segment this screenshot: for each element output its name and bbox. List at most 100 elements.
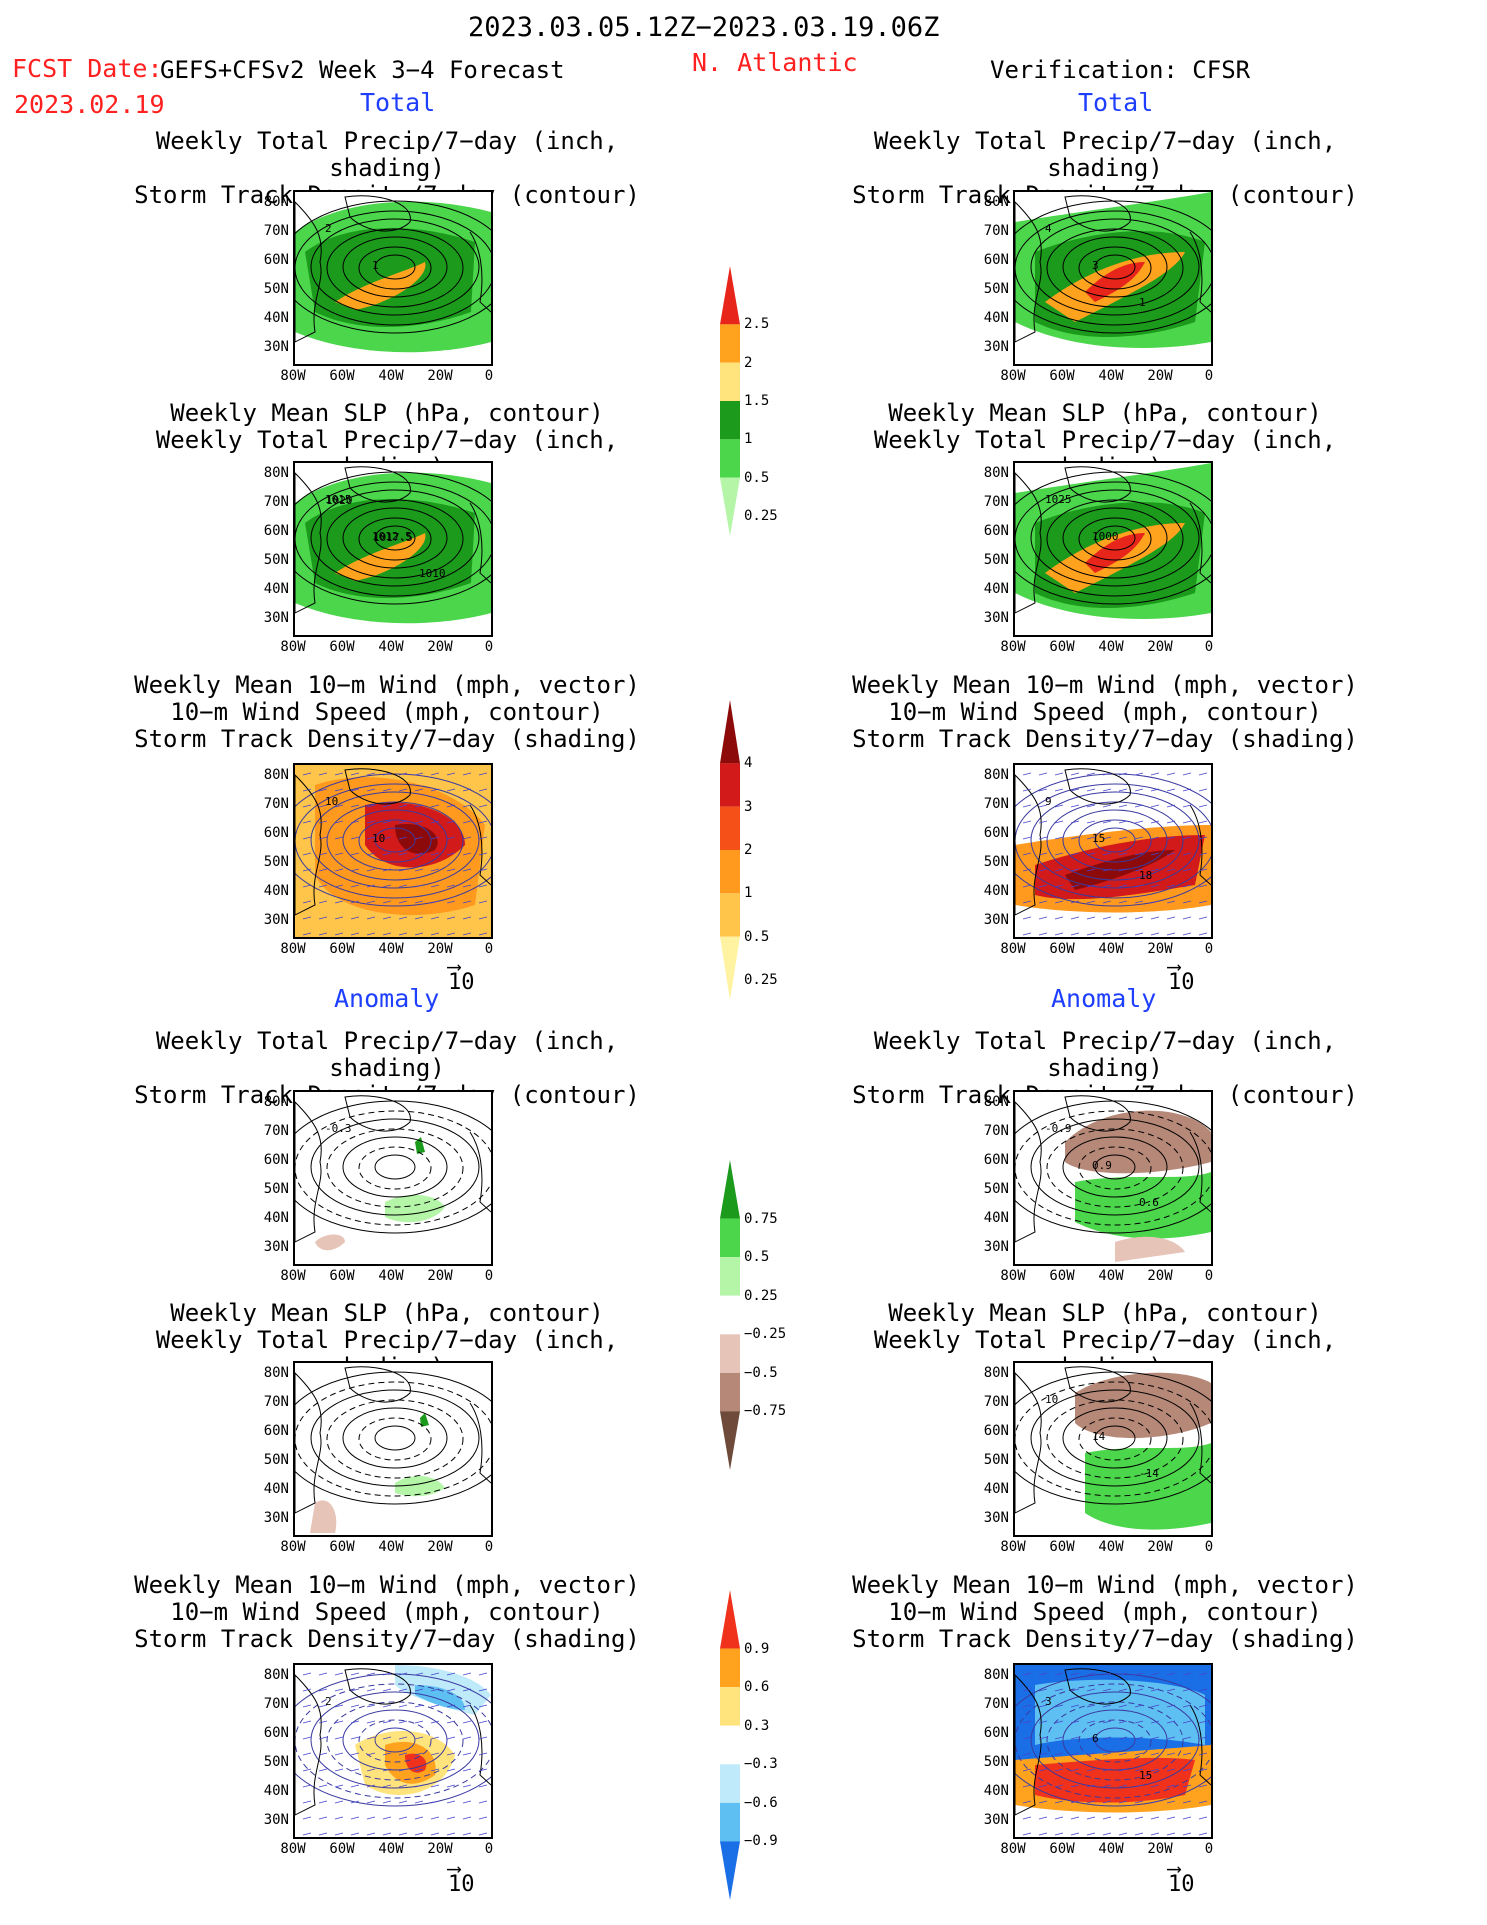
colorbar-label: 2.5 (744, 316, 770, 333)
colorbar-swatch (720, 850, 740, 894)
lat-tick-label: 40N (263, 310, 289, 326)
contour-label: 14 (1092, 1430, 1106, 1443)
colorbar-label: 0.9 (744, 1640, 770, 1657)
vector-arrow-icon: ⟶ (1168, 1856, 1181, 1880)
lon-tick-label: 40W (1098, 368, 1124, 384)
panel-title-line: Weekly Total Precip/7−day (inch, shading… (155, 127, 619, 182)
colorbar-label: 0.5 (744, 1249, 770, 1266)
lat-tick-label: 40N (983, 1210, 1009, 1226)
lon-tick-label: 20W (427, 1841, 453, 1857)
verification-label: Verification: CFSR (990, 56, 1251, 84)
colorbar-swatch (720, 401, 740, 440)
panel-title-line: Weekly Mean 10−m Wind (mph, vector) (852, 1571, 1358, 1599)
colorbar-swatch (720, 1687, 740, 1726)
lon-tick-label: 60W (329, 1268, 355, 1284)
contour-label: 0.6 (1139, 1196, 1159, 1209)
lat-tick-label: 30N (983, 1510, 1009, 1526)
colorbar-swatch (720, 763, 740, 807)
colorbar-label: 0.25 (744, 972, 778, 988)
colorbar-swatch (720, 362, 740, 401)
lat-tick-label: 80N (263, 1365, 289, 1381)
fcst-anomaly-heading: Anomaly (334, 984, 440, 1013)
lon-tick-label: 20W (1147, 1539, 1173, 1555)
colorbar-label: 0.5 (744, 928, 770, 945)
colorbar-swatch (720, 324, 740, 363)
lon-tick-label: 80W (280, 1539, 306, 1555)
lon-tick-label: 60W (1049, 639, 1075, 655)
lat-tick-label: 60N (263, 252, 289, 268)
vector-ref-value: 10 (1168, 1872, 1195, 1897)
lat-tick-label: 40N (263, 1783, 289, 1799)
lon-tick-label: 40W (378, 1539, 404, 1555)
lat-tick-label: 60N (983, 523, 1009, 539)
lat-tick-label: 30N (263, 610, 289, 626)
contour-label: 0.9 (1092, 1159, 1112, 1172)
colorbar-swatch (720, 893, 740, 937)
fcst-date-value: 2023.02.19 (14, 90, 165, 119)
fc-anom-slp-title: Weekly Mean SLP (hPa, contour) Weekly Tot… (97, 1300, 677, 1381)
lon-tick-label: 0 (1204, 639, 1214, 655)
lat-tick-label: 40N (983, 581, 1009, 597)
fcst-date-label: FCST Date: (12, 54, 163, 83)
lon-tick-label: 40W (378, 941, 404, 957)
lat-tick-label: 80N (263, 1667, 289, 1683)
panel-title-line: Storm Track Density/7−day (shading) (134, 725, 640, 753)
contour-label: 15 (1092, 832, 1105, 845)
lat-tick-label: 50N (983, 1181, 1009, 1197)
lat-tick-label: 80N (983, 1094, 1009, 1110)
lat-tick-label: 80N (983, 767, 1009, 783)
contour-label: 1010 (419, 567, 446, 580)
lat-tick-label: 70N (983, 1394, 1009, 1410)
lon-tick-label: 80W (280, 1268, 306, 1284)
lat-tick-label: 80N (983, 1667, 1009, 1683)
lon-tick-label: 20W (427, 1539, 453, 1555)
vector-ref-value: 10 (1168, 970, 1195, 995)
colorbar-anom-track: 0.9 0.6 0.3 −0.3 −0.6 −0.9 (720, 1590, 800, 1900)
lon-tick-label: 20W (1147, 639, 1173, 655)
panel-title-line: Weekly Mean 10−m Wind (mph, vector) (134, 1571, 640, 1599)
colorbar-label: 1 (744, 885, 753, 902)
contour-label: 9 (1045, 795, 1052, 808)
obs-anomaly-heading: Anomaly (1051, 984, 1157, 1013)
lat-tick-label: 30N (263, 1510, 289, 1526)
lon-tick-label: 80W (1000, 1539, 1026, 1555)
lat-tick-label: 40N (263, 883, 289, 899)
colorbar-label: 2 (744, 842, 753, 858)
lon-tick-label: 60W (1049, 368, 1075, 384)
panel-title-line: Storm Track Density/7−day (shading) (852, 725, 1358, 753)
colorbar-swatch (720, 1725, 740, 1765)
contour-label: 1 (1139, 296, 1146, 309)
fc-anom-slp-map (293, 1361, 493, 1537)
panel-title-line: 10−m Wind Speed (mph, contour) (888, 1598, 1322, 1626)
lon-tick-label: 60W (329, 941, 355, 957)
colorbar-swatch (720, 700, 740, 764)
lon-tick-label: 20W (427, 639, 453, 655)
lat-tick-label: 60N (983, 252, 1009, 268)
colorbar-swatch (720, 477, 740, 536)
ob-anom-precip-title: Weekly Total Precip/7−day (inch, shading… (815, 1028, 1395, 1109)
colorbar-swatch (720, 1764, 740, 1803)
lat-tick-label: 40N (983, 883, 1009, 899)
vector-arrow-icon: ⟶ (448, 954, 461, 978)
lat-tick-label: 50N (983, 1452, 1009, 1468)
panel-title-line: Storm Track Density/7−day (shading) (134, 1625, 640, 1653)
lat-tick-label: 60N (263, 1152, 289, 1168)
panel-title-line: Weekly Total Precip/7−day (inch, shading… (873, 127, 1337, 182)
lon-tick-label: 80W (1000, 639, 1026, 655)
colorbar-anom-precip: 0.75 0.5 0.25 −0.25 −0.5 −0.75 (720, 1160, 800, 1470)
lon-tick-label: 40W (378, 639, 404, 655)
contour-label: 18 (1139, 869, 1152, 882)
lon-tick-label: 0 (1204, 1539, 1214, 1555)
colorbar-label: 3 (744, 798, 753, 815)
ob-anom-precip-map: -0.9 0.9 0.6 (1013, 1090, 1213, 1266)
lon-tick-label: 40W (1098, 941, 1124, 957)
contour-label: -0.3 (325, 1122, 352, 1135)
lat-tick-label: 50N (263, 1452, 289, 1468)
ob-anom-wind-title: Weekly Mean 10−m Wind (mph, vector) 10−m … (815, 1572, 1395, 1653)
lat-tick-label: 40N (263, 1210, 289, 1226)
vector-arrow-icon: ⟶ (1168, 954, 1181, 978)
lon-tick-label: 40W (1098, 1268, 1124, 1284)
lon-tick-label: 0 (1204, 941, 1214, 957)
colorbar-label: 4 (744, 755, 753, 772)
fc-anom-wind-title: Weekly Mean 10−m Wind (mph, vector) 10−m … (97, 1572, 677, 1653)
